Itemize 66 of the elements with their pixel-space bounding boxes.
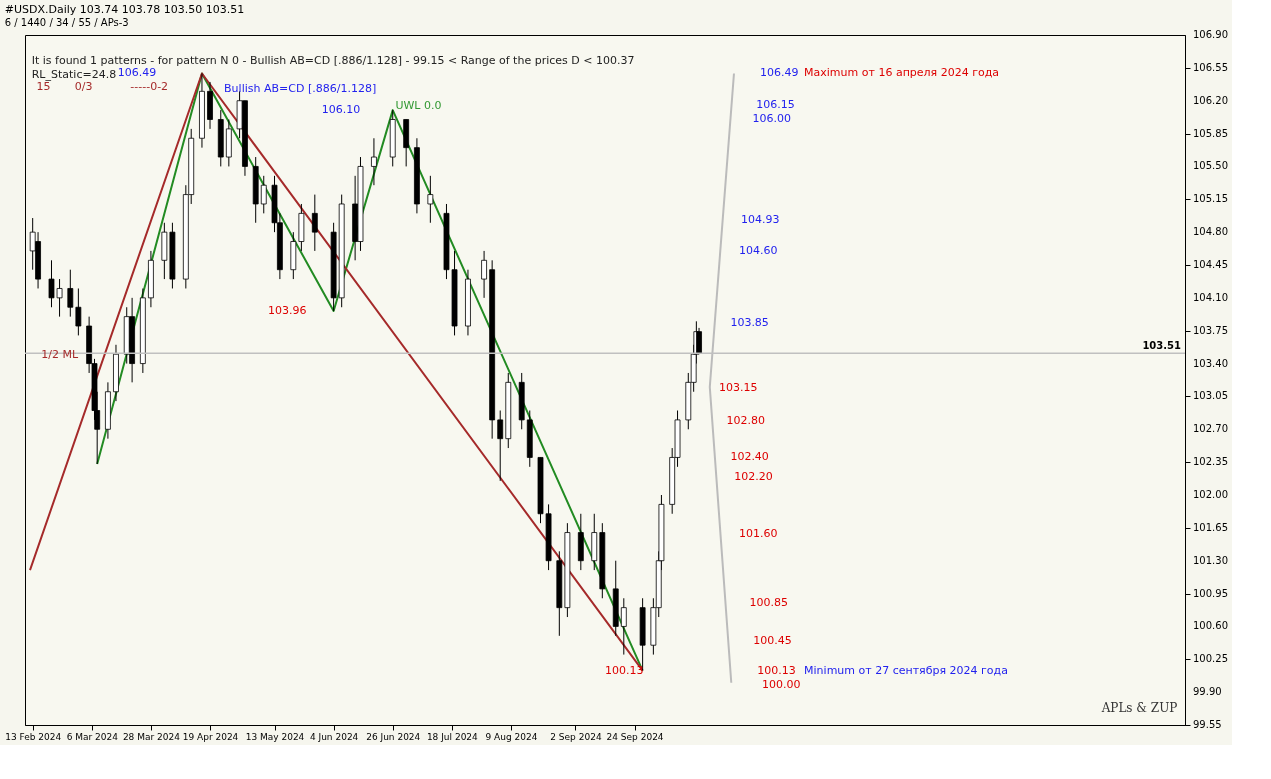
annotation: 106.49 [117,65,157,79]
x-tick-label: 13 May 2024 [245,731,305,742]
annotation: 106.00 [752,111,791,125]
y-tick-label: 101.65 [1193,521,1228,533]
x-tick-label: 6 Mar 2024 [66,731,119,742]
annotation: Minimum от 27 сентября 2024 года [804,664,1008,678]
y-tick-label: 106.55 [1193,61,1228,73]
x-tick-label: 13 Feb 2024 [5,731,62,742]
y-tick-label: 99.55 [1193,719,1222,730]
x-tick-label: 28 Mar 2024 [122,731,181,742]
y-tick-label: 104.80 [1193,226,1228,238]
y-tick-label: 106.90 [1193,29,1228,40]
annotation: 100.85 [749,596,789,610]
annotation: 106.15 [756,97,795,111]
annotation: 102.20 [734,470,773,484]
annotation: 106.49 [760,65,799,79]
chart-title: #USDX.Daily 103.74 103.78 103.50 103.51 [4,3,245,16]
y-tick-label: 102.70 [1193,423,1228,435]
annotation: 101.60 [738,526,778,540]
y-tick-label: 105.85 [1193,127,1228,139]
annotation: 103.15 [718,380,758,394]
annotation: UWL 0.0 [395,98,442,112]
y-tick-label: 100.25 [1193,653,1228,665]
annotation: 103.96 [268,304,307,318]
chart-subtitle: 6 / 1440 / 34 / 55 / APs-3 [4,17,129,28]
annotation: 102.80 [726,413,766,427]
annotation: APLs & ZUP [1100,701,1178,716]
y-tick-label: 102.35 [1193,456,1228,468]
annotation: 102.40 [730,450,769,464]
annotation: 100.13 [605,664,644,678]
annotation: 104.93 [740,212,780,226]
y-tick-label: 104.45 [1193,259,1228,270]
annotation: 100.13 [757,664,796,678]
annotation: 104.60 [738,243,778,257]
x-tick-label: 24 Sep 2024 [606,731,664,742]
y-tick-label: 105.50 [1193,160,1228,172]
annotation: RL_Static=24.8 [31,67,117,81]
ref-line-label: 103.51 [1142,340,1182,352]
annotation: Maximum от 16 апреля 2024 года [804,65,1000,79]
x-tick-label: 9 Aug 2024 [485,731,538,742]
annotation: 1/2 ML [41,347,79,361]
y-tick-label: 103.75 [1193,324,1228,336]
x-tick-label: 18 Jul 2024 [426,731,479,742]
y-tick-label: 99.90 [1193,686,1222,698]
y-tick-label: 105.15 [1193,193,1228,205]
x-tick-label: 4 Jun 2024 [309,731,359,742]
y-tick-label: 106.20 [1193,94,1228,106]
annotation: 100.45 [753,634,792,648]
y-tick-label: 100.95 [1193,587,1228,599]
y-tick-label: 103.05 [1193,390,1228,402]
annotation: It is found 1 patterns - for pattern N 0 - Bullish AB=CD [.886/1.128] - 99.15 < Range of the prices D < 100.37 [31,54,635,68]
annotation: 106.10 [321,103,361,117]
annotation: -----0-2 [130,79,169,93]
y-tick-label: 102.00 [1193,489,1228,500]
annotation: Bullish AB=CD [.886/1.128] [224,81,377,95]
annotation: 100.00 [761,678,801,692]
annotation: 0/3 [74,79,93,93]
y-tick-label: 100.60 [1193,620,1228,632]
x-tick-label: 19 Apr 2024 [182,731,239,742]
annotation: 15 [36,79,51,93]
x-tick-label: 2 Sep 2024 [550,731,602,742]
y-tick-label: 104.10 [1193,291,1228,303]
annotation: 103.85 [730,315,769,329]
y-tick-label: 101.30 [1193,554,1228,566]
y-tick-label: 103.40 [1193,357,1228,369]
x-tick-label: 26 Jun 2024 [366,731,421,742]
